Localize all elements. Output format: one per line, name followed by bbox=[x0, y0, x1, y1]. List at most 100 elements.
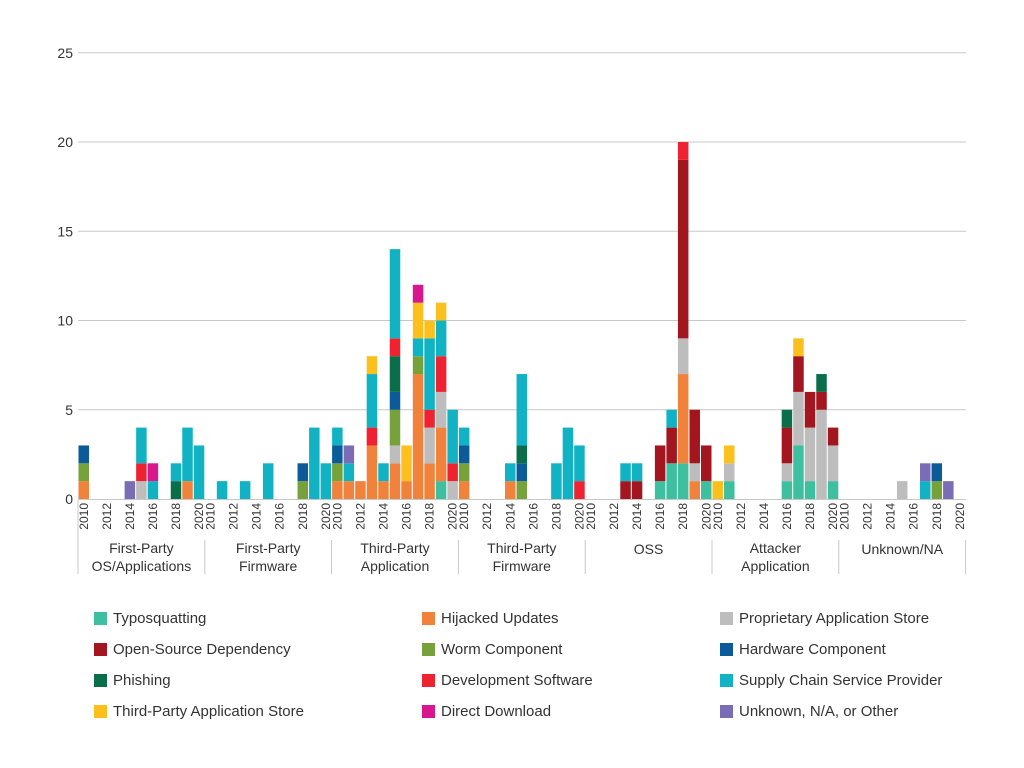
bar-segment bbox=[931, 481, 943, 499]
x-tick-label: 2020 bbox=[699, 503, 713, 530]
bar-segment bbox=[297, 481, 309, 499]
legend-swatch bbox=[720, 704, 733, 718]
bar-segment bbox=[424, 338, 435, 410]
legend-label: Unknown, N/A, or Other bbox=[739, 702, 899, 720]
category-label: Attacker bbox=[750, 540, 802, 556]
bar-segment bbox=[724, 463, 735, 482]
bar-segment bbox=[435, 427, 447, 482]
bar-segment bbox=[689, 409, 700, 464]
bar-segment bbox=[689, 481, 700, 499]
category-label: Application bbox=[741, 558, 810, 574]
bar-segment bbox=[412, 302, 424, 339]
x-tick-label: 2012 bbox=[861, 503, 875, 530]
bar-segment bbox=[389, 249, 401, 339]
bar-segment bbox=[389, 409, 401, 446]
legend-item: Proprietary Application Store bbox=[720, 608, 990, 628]
x-tick-label: 2016 bbox=[907, 503, 921, 530]
category-label: First-Party bbox=[236, 540, 301, 556]
chart-legend: Typosquatting Hijacked Updates Proprietary… bbox=[94, 608, 994, 721]
bar-segment bbox=[435, 320, 447, 357]
legend-item: Unknown, N/A, or Other bbox=[720, 701, 990, 721]
bar-segment bbox=[147, 463, 159, 482]
bar-segment bbox=[343, 481, 355, 499]
bar-segment bbox=[920, 463, 931, 482]
y-tick-label: 15 bbox=[57, 223, 73, 239]
bar-segment bbox=[505, 481, 516, 499]
bar-segment bbox=[320, 463, 332, 499]
bar-segment bbox=[562, 427, 574, 499]
bar-segment bbox=[793, 445, 804, 499]
bar-segment bbox=[458, 481, 470, 499]
bar-segment bbox=[827, 481, 839, 499]
bar-segment bbox=[447, 409, 458, 464]
bar-segment bbox=[712, 481, 723, 499]
bar-segment bbox=[424, 320, 435, 339]
bar-segment bbox=[389, 391, 401, 410]
bar-segment bbox=[412, 338, 424, 357]
bar-segment bbox=[920, 481, 931, 499]
legend-swatch bbox=[94, 642, 107, 656]
x-tick-label: 2014 bbox=[503, 503, 517, 530]
bar-segment bbox=[424, 427, 435, 464]
bar-segment bbox=[447, 463, 458, 482]
bar-segment bbox=[389, 338, 401, 357]
bar-segment bbox=[366, 445, 378, 499]
legend-label: Direct Download bbox=[441, 702, 552, 720]
bar-segment bbox=[424, 463, 435, 499]
legend-label: Hijacked Updates bbox=[441, 609, 559, 627]
x-tick-label: 2014 bbox=[376, 503, 390, 530]
x-tick-label: 2014 bbox=[757, 503, 771, 530]
bar-segment bbox=[378, 463, 389, 482]
x-tick-label: 2012 bbox=[353, 503, 367, 530]
x-tick-label: 2010 bbox=[204, 503, 218, 530]
bar-segment bbox=[170, 481, 182, 499]
bar-segment bbox=[804, 481, 816, 499]
category-label: Application bbox=[361, 558, 430, 574]
bar-segment bbox=[389, 463, 401, 499]
x-tick-label: 2012 bbox=[607, 503, 621, 530]
bar-segment bbox=[781, 409, 793, 428]
bar-segment bbox=[332, 445, 343, 464]
bar-segment bbox=[136, 427, 147, 464]
bar-segment bbox=[724, 445, 735, 464]
bar-segment bbox=[677, 374, 689, 464]
bar-segment bbox=[147, 481, 159, 499]
bar-segment bbox=[389, 356, 401, 392]
bar-segment bbox=[804, 391, 816, 428]
bar-segment bbox=[366, 356, 378, 375]
x-tick-label: 2018 bbox=[930, 503, 944, 530]
bar-segment bbox=[793, 356, 804, 392]
legend-swatch bbox=[94, 611, 107, 625]
bar-segment bbox=[631, 481, 643, 499]
x-tick-label: 2010 bbox=[838, 503, 852, 530]
x-tick-label: 2016 bbox=[400, 503, 414, 530]
legend-item: Open-Source Dependency bbox=[94, 639, 422, 659]
bar-segment bbox=[551, 463, 562, 499]
x-tick-label: 2018 bbox=[423, 503, 437, 530]
category-label: OSS bbox=[634, 541, 664, 557]
bar-segment bbox=[401, 445, 412, 482]
x-tick-label: 2018 bbox=[296, 503, 310, 530]
bar-segment bbox=[412, 374, 424, 499]
legend-swatch bbox=[422, 642, 435, 656]
x-tick-label: 2010 bbox=[330, 503, 344, 530]
bar-segment bbox=[654, 445, 666, 482]
x-tick-label: 2016 bbox=[273, 503, 287, 530]
x-tick-label: 2014 bbox=[884, 503, 898, 530]
y-tick-label: 25 bbox=[57, 45, 73, 61]
bar-segment bbox=[677, 159, 689, 339]
bar-segment bbox=[827, 445, 839, 482]
bar-segment bbox=[701, 445, 712, 482]
bar-segment bbox=[401, 481, 412, 499]
x-tick-label: 2016 bbox=[146, 503, 160, 530]
bar-segment bbox=[424, 409, 435, 428]
legend-item: Supply Chain Service Provider bbox=[720, 670, 990, 690]
x-tick-label: 2010 bbox=[711, 503, 725, 530]
bar-segment bbox=[343, 463, 355, 482]
bar-segment bbox=[677, 338, 689, 375]
legend-item: Typosquatting bbox=[94, 608, 422, 628]
bar-segment bbox=[516, 463, 528, 482]
legend-label: Open-Source Dependency bbox=[113, 640, 291, 658]
bar-segment bbox=[78, 481, 89, 499]
legend-swatch bbox=[720, 673, 733, 687]
